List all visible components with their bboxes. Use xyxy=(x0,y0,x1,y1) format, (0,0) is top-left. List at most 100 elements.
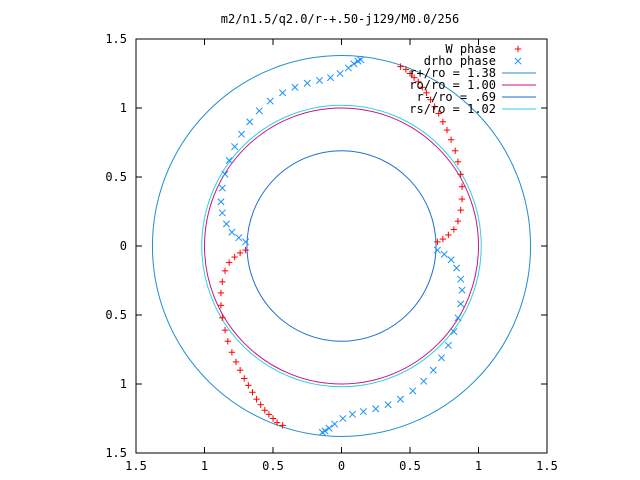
w-phase-point xyxy=(232,358,240,366)
drho-phase-point xyxy=(447,256,455,264)
drho-phase-point xyxy=(433,246,441,254)
w-phase-point xyxy=(419,84,426,91)
drho-phase-point xyxy=(384,401,392,409)
w-phase-point xyxy=(457,171,464,178)
drho-phase-point xyxy=(255,107,263,115)
drho-phase-point xyxy=(336,69,344,78)
w-phase-point xyxy=(225,259,233,266)
w-phase-point xyxy=(236,249,244,257)
drho-phase-point xyxy=(458,286,466,294)
drho-phase-point xyxy=(242,238,250,246)
drho-phase-point xyxy=(326,74,335,82)
x-tick-label: 1.5 xyxy=(125,459,147,473)
chart-title: m2/n1.5/q2.0/r-+.50-j129/M0.0/256 xyxy=(221,12,459,26)
w-phase-point xyxy=(265,411,273,418)
y-tick-label: 1 xyxy=(120,377,127,391)
x-tick-label: 0.5 xyxy=(399,459,421,473)
y-tick-label: 0.5 xyxy=(105,308,127,322)
drho-phase-point xyxy=(331,420,339,428)
x-tick-label: 0 xyxy=(338,459,345,473)
y-tick-label: 1.5 xyxy=(105,446,127,460)
w-phase-point xyxy=(458,183,466,190)
circle-r-0-69 xyxy=(246,150,437,342)
w-phase-point xyxy=(269,415,277,422)
drho-phase-point xyxy=(246,118,254,126)
drho-phase-point xyxy=(235,234,243,242)
w-phase-point xyxy=(236,367,244,374)
x-tick-label: 0.5 xyxy=(262,459,284,473)
w-phase-point xyxy=(242,246,249,254)
drho-phase-point xyxy=(450,328,458,336)
w-phase-point xyxy=(415,78,422,85)
drho-phase-point xyxy=(291,83,299,91)
w-phase-point xyxy=(231,253,238,261)
legend-label: drho phase xyxy=(424,54,496,68)
w-phase-point xyxy=(443,126,451,134)
legend-label: r-/ro = .69 xyxy=(417,90,496,104)
circle-r-1-02 xyxy=(201,104,482,388)
drho-phase-point xyxy=(457,300,465,308)
drho-phase-point xyxy=(357,56,365,64)
w-phase-point xyxy=(253,395,260,403)
y-tick-label: 1.5 xyxy=(105,32,127,46)
w-phase-point xyxy=(439,118,447,125)
w-phase-point xyxy=(249,389,256,396)
w-phase-point xyxy=(241,375,248,382)
w-phase-point xyxy=(273,419,281,426)
drho-phase-point xyxy=(228,228,236,236)
legend-label: ro/ro = 1.00 xyxy=(409,78,496,92)
drho-phase-point xyxy=(218,184,226,192)
circle-r-1 xyxy=(204,107,479,385)
w-phase-point xyxy=(217,289,225,297)
legend-marker xyxy=(514,45,522,53)
w-phase-point xyxy=(423,89,430,97)
w-phase-point xyxy=(261,407,268,414)
legend-label: r+/ro = 1.38 xyxy=(409,66,496,80)
w-phase-point xyxy=(279,422,286,429)
legend-label: W phase xyxy=(445,42,496,56)
w-phase-point xyxy=(397,63,404,70)
w-phase-point xyxy=(402,66,410,73)
w-phase-point xyxy=(439,235,447,243)
drho-phase-point xyxy=(348,410,357,418)
w-phase-point xyxy=(221,267,229,275)
w-phase-point xyxy=(447,136,455,143)
drho-phase-point xyxy=(409,387,417,395)
drho-phase-point xyxy=(372,405,380,413)
w-phase-point xyxy=(431,103,438,110)
w-phase-point xyxy=(257,401,264,408)
w-phase-point xyxy=(228,349,236,356)
w-phase-point xyxy=(435,110,442,117)
w-phase-point xyxy=(224,338,231,345)
w-phase-point xyxy=(221,326,229,334)
x-tick-label: 1 xyxy=(475,459,482,473)
data-markers xyxy=(217,56,466,436)
legend-label: rs/ro = 1.02 xyxy=(409,102,496,116)
w-phase-point xyxy=(245,382,252,389)
w-phase-point xyxy=(454,158,462,166)
drho-phase-point xyxy=(318,428,326,436)
drho-phase-point xyxy=(237,130,246,138)
drho-phase-point xyxy=(231,143,239,151)
w-phase-point xyxy=(410,74,418,81)
y-tick-label: 0.5 xyxy=(105,170,127,184)
drho-phase-point xyxy=(217,198,225,206)
w-phase-point xyxy=(217,302,225,309)
drho-phase-point xyxy=(266,97,274,105)
w-phase-point xyxy=(454,217,462,225)
w-phase-point xyxy=(219,314,226,321)
x-tick-label: 1 xyxy=(201,459,208,473)
drho-phase-point xyxy=(225,156,233,164)
w-phase-point xyxy=(406,70,414,77)
reference-circles xyxy=(151,55,532,437)
w-phase-point xyxy=(452,147,459,154)
drho-phase-point xyxy=(429,366,437,374)
w-phase-point xyxy=(450,226,458,233)
drho-phase-point xyxy=(444,341,452,349)
w-phase-point xyxy=(427,96,434,103)
drho-phase-point xyxy=(453,264,461,272)
legend-marker xyxy=(514,57,522,65)
w-phase-point xyxy=(434,238,441,246)
